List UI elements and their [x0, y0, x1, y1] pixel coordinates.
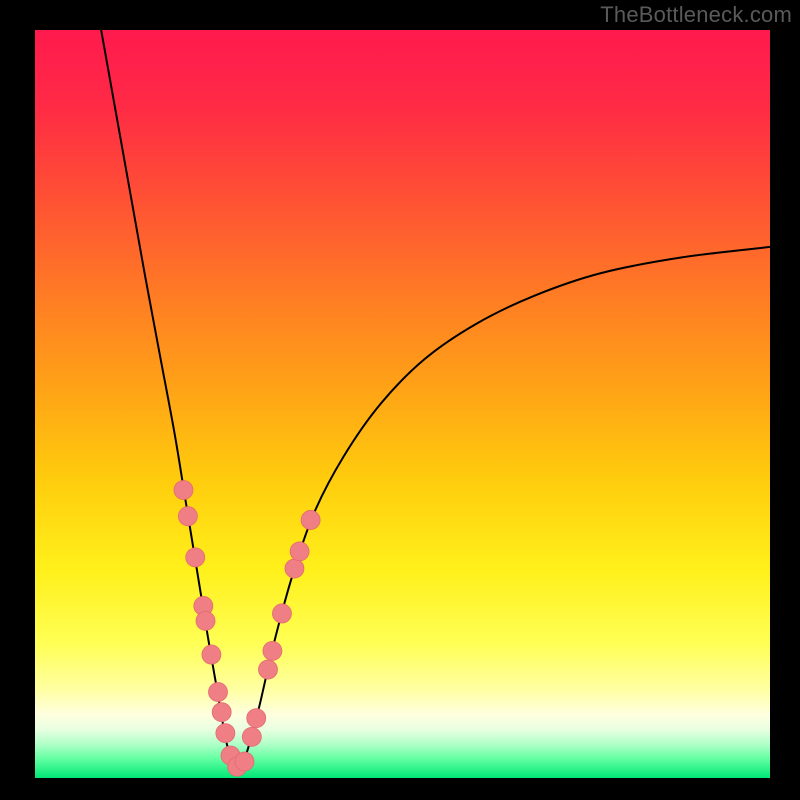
watermark-text: TheBottleneck.com: [600, 2, 792, 28]
data-marker: [216, 724, 235, 743]
data-marker: [259, 660, 278, 679]
data-marker: [290, 542, 309, 561]
data-marker: [247, 709, 266, 728]
plot-area-gradient: [35, 30, 770, 778]
data-marker: [196, 611, 215, 630]
data-marker: [235, 752, 254, 771]
data-marker: [263, 641, 282, 660]
data-marker: [202, 645, 221, 664]
data-marker: [209, 682, 228, 701]
data-marker: [285, 559, 304, 578]
data-marker: [212, 703, 231, 722]
data-marker: [186, 548, 205, 567]
bottleneck-chart: [0, 0, 800, 800]
data-marker: [301, 510, 320, 529]
data-marker: [178, 507, 197, 526]
data-marker: [272, 604, 291, 623]
data-marker: [242, 727, 261, 746]
data-marker: [174, 481, 193, 500]
